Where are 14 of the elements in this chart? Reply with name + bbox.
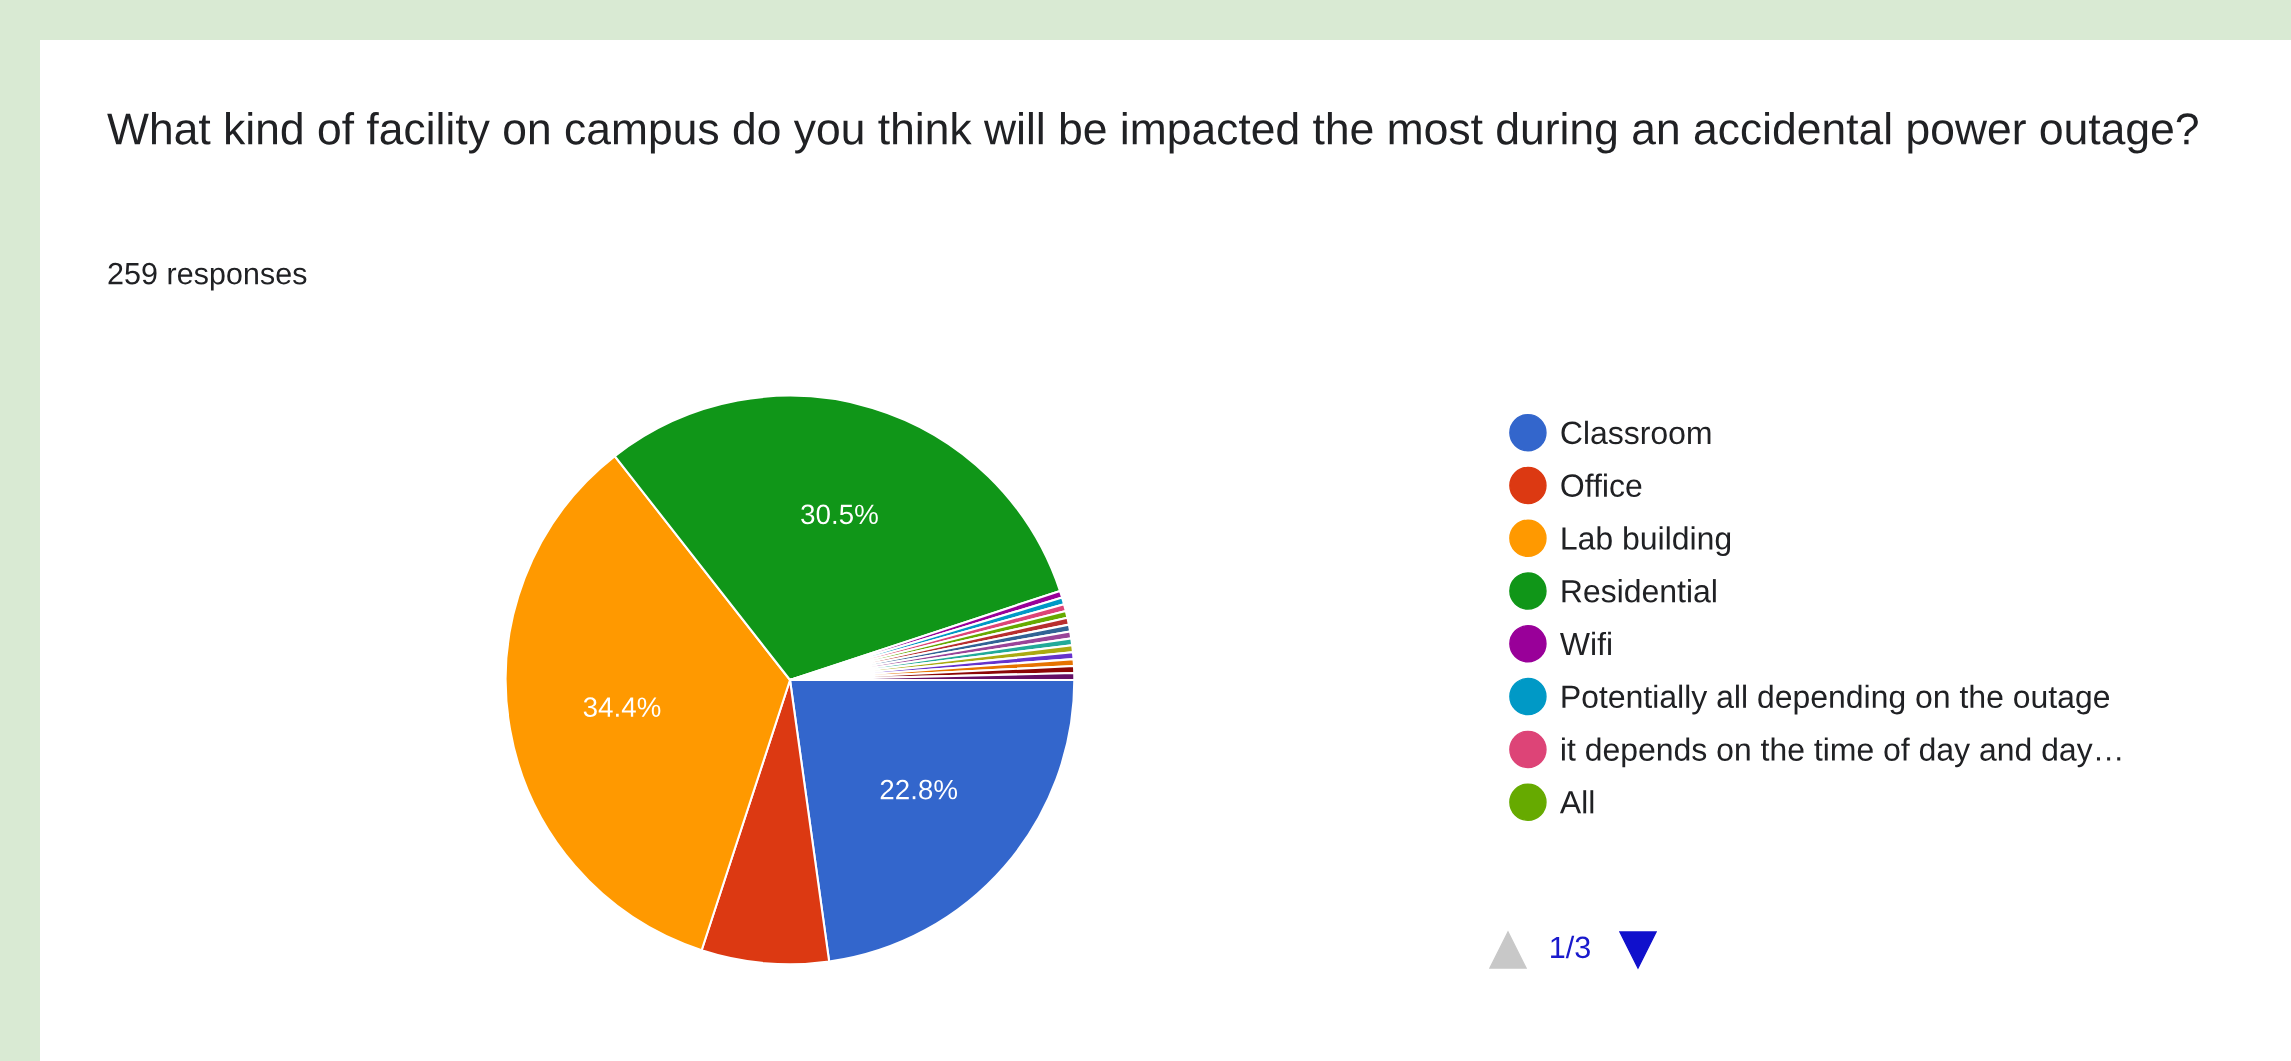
text: 1/3: [1551, 935, 1590, 959]
legend-label: Wifi: [1560, 631, 1611, 656]
legend-label: it depends on the time of day and day…: [1562, 737, 2121, 768]
legend-label: All: [1559, 790, 1594, 814]
text: 259 responses: [108, 262, 307, 291]
data-label: 22.8%: [880, 779, 958, 800]
chart-title: What kind of facility on campus do you think will be impacted the most during an accidental power outage?: [107, 112, 2198, 154]
data-label: 34.4%: [583, 697, 661, 717]
data-label: 30.5%: [801, 504, 878, 525]
legend-label: Potentially all depending on the outage: [1562, 684, 2110, 715]
legend-label: Residential: [1562, 579, 1716, 603]
legend-label: Classroom: [1561, 420, 1711, 445]
legend-label: Lab building: [1562, 526, 1731, 557]
legend-label: Office: [1561, 473, 1642, 497]
